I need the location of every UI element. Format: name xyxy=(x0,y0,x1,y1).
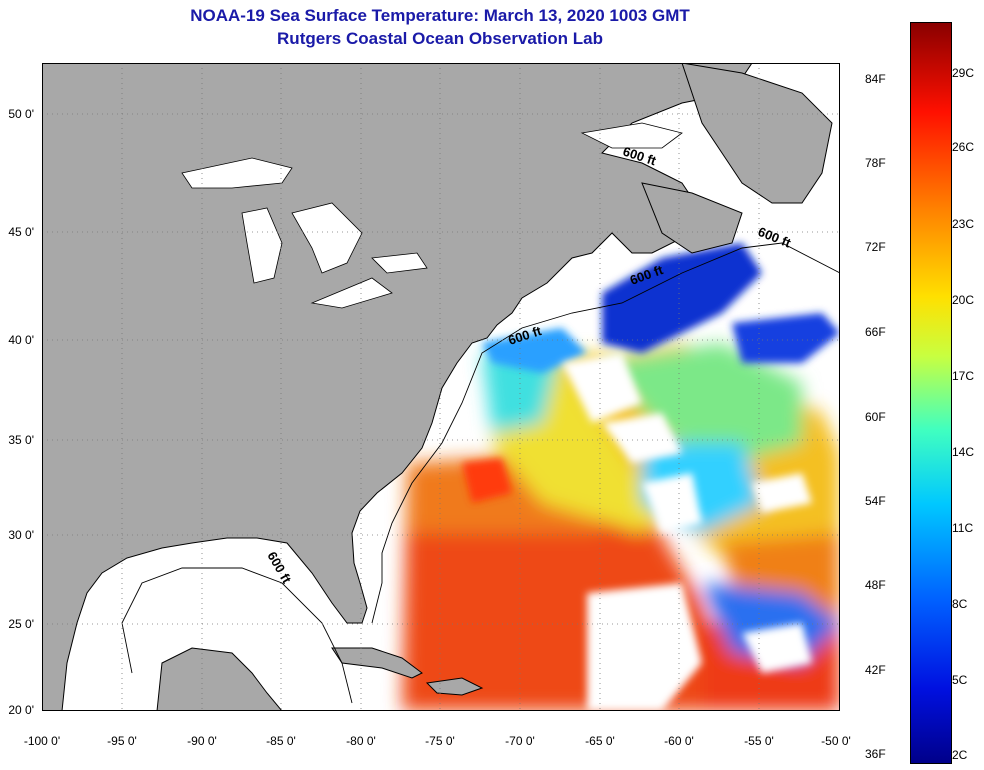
lon-label-90: -90 0' xyxy=(187,734,217,748)
lon-label-80: -80 0' xyxy=(346,734,376,748)
colorbar-f-label: 48F xyxy=(865,578,886,592)
colorbar-f-label: 54F xyxy=(865,494,886,508)
lon-label-75: -75 0' xyxy=(425,734,455,748)
lat-label-25: 25 0' xyxy=(8,617,34,631)
lat-label-30: 30 0' xyxy=(8,528,34,542)
colorbar-c-label: 29C xyxy=(952,66,975,80)
graticule xyxy=(42,63,840,711)
temperature-colorbar xyxy=(910,22,952,764)
lat-label-45: 45 0' xyxy=(8,225,34,239)
lon-label-70: -70 0' xyxy=(505,734,535,748)
colorbar-c-label: 5C xyxy=(952,673,968,687)
land xyxy=(42,63,833,711)
colorbar-f-label: 36F xyxy=(865,747,886,761)
colorbar-f-label: 78F xyxy=(865,156,886,170)
lat-label-20: 20 0' xyxy=(8,703,34,717)
colorbar-f-label: 84F xyxy=(865,72,886,86)
lon-label-100: -100 0' xyxy=(23,734,61,748)
colorbar-f-label: 66F xyxy=(865,325,886,339)
lat-label-40: 40 0' xyxy=(8,333,34,347)
colorbar-c-label: 23C xyxy=(952,217,975,231)
sst-map: 600 ft 600 ft 600 ft 600 ft 600 ft xyxy=(42,63,840,711)
sst-data-field xyxy=(402,243,840,711)
colorbar-c-label: 8C xyxy=(952,597,968,611)
isobath-600ft xyxy=(121,242,840,704)
lon-label-60: -60 0' xyxy=(664,734,694,748)
colorbar-c-label: 14C xyxy=(952,445,975,459)
lon-label-85: -85 0' xyxy=(266,734,296,748)
lon-label-50: -50 0' xyxy=(821,734,851,748)
colorbar-f-label: 42F xyxy=(865,663,886,677)
lat-label-50: 50 0' xyxy=(8,107,34,121)
colorbar-c-label: 26C xyxy=(952,140,975,154)
lon-label-55: -55 0' xyxy=(744,734,774,748)
colorbar-f-label: 60F xyxy=(865,410,886,424)
lat-label-35: 35 0' xyxy=(8,433,34,447)
colorbar-c-label: 20C xyxy=(952,293,975,307)
colorbar-c-label: 17C xyxy=(952,369,975,383)
colorbar-c-label: 11C xyxy=(952,521,974,535)
map-frame xyxy=(42,63,840,711)
colorbar-c-label: 2C xyxy=(952,748,968,762)
lon-label-65: -65 0' xyxy=(585,734,615,748)
map-title: NOAA-19 Sea Surface Temperature: March 1… xyxy=(190,6,690,25)
great-lakes xyxy=(181,122,683,309)
map-subtitle: Rutgers Coastal Ocean Observation Lab xyxy=(277,29,603,48)
colorbar-f-label: 72F xyxy=(865,240,886,254)
lon-label-95: -95 0' xyxy=(107,734,137,748)
